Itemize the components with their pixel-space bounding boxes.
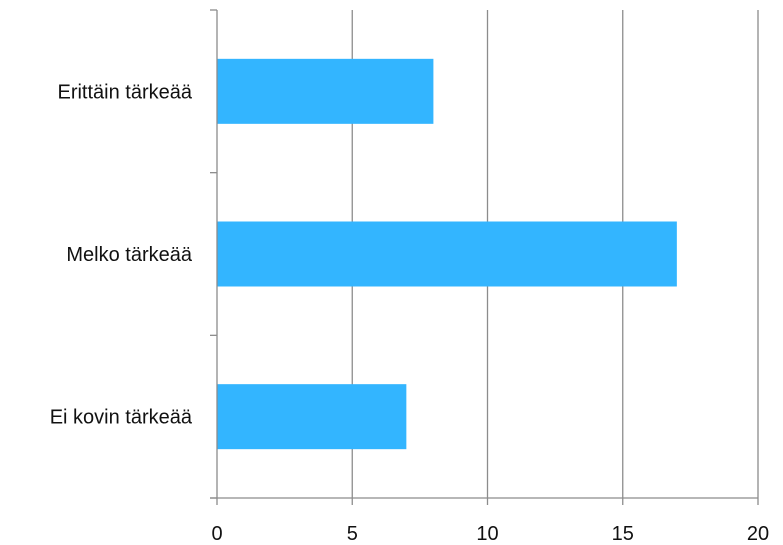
category-labels: Erittäin tärkeää Melko tärkeää Ei kovin tä… (50, 81, 193, 428)
axes (210, 9, 759, 505)
x-tick-label-15: 15 (612, 523, 634, 545)
bar-3 (217, 384, 407, 450)
category-label-3: Ei kovin tärkeää (50, 407, 193, 429)
category-label-2: Melko tärkeää (66, 244, 192, 266)
x-tick-label-10: 10 (476, 523, 498, 545)
x-tick-label-20: 20 (747, 523, 769, 545)
bar-2 (217, 221, 677, 287)
x-tick-label-5: 5 (347, 523, 358, 545)
x-tick-label-0: 0 (211, 523, 222, 545)
x-tick-labels: 0 5 10 15 20 (211, 523, 769, 545)
category-label-1: Erittäin tärkeää (57, 81, 192, 103)
bar-1 (217, 58, 434, 124)
bars (217, 58, 677, 450)
